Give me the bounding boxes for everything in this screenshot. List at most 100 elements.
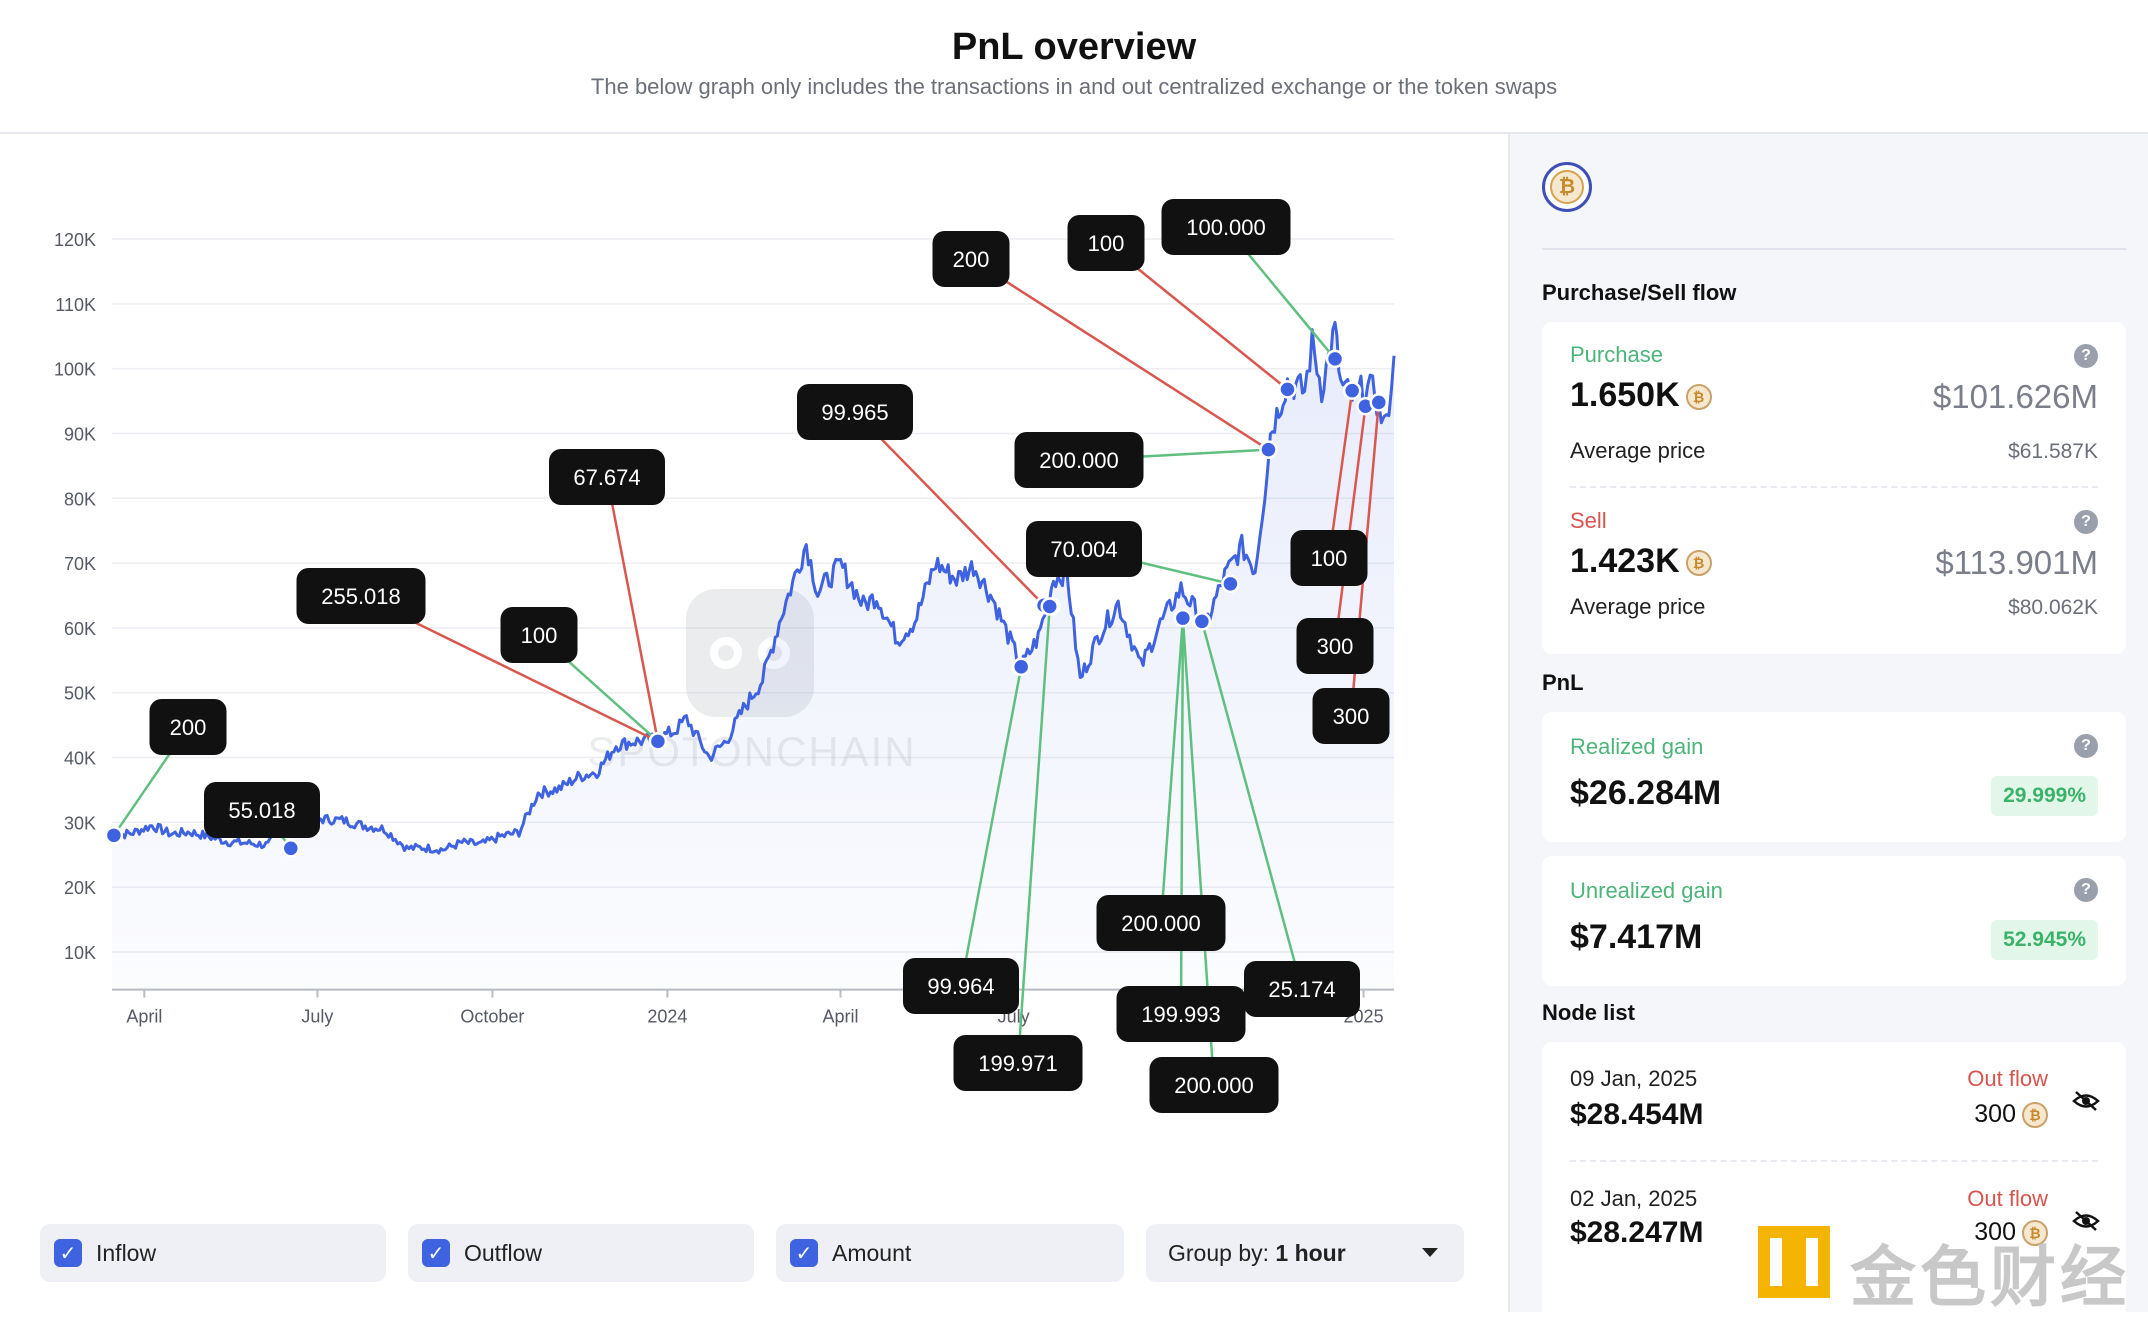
realized-gain-card: Realized gain ? $26.284M 29.999% (1542, 712, 2126, 842)
sell-avg-label: Average price (1570, 594, 1706, 619)
marker-label-text: 99.965 (821, 400, 888, 425)
marker-label: 67.674 (549, 449, 665, 505)
y-tick-label: 90K (64, 424, 96, 444)
y-tick-label: 80K (64, 489, 96, 509)
marker-label-text: 199.971 (978, 1051, 1058, 1076)
marker-label-bg (1026, 521, 1142, 577)
marker-label: 25.174 (1244, 961, 1360, 1017)
pnl-chart-area: 10K 20K 30K 40K 50K 60K 70K 80K 90K 100K 110K 120K … (0, 134, 1508, 1312)
bitcoin-icon: ₿ (1685, 550, 1712, 577)
watermark-logo-ring (710, 637, 742, 669)
page-header: PnL overview The below graph only includ… (0, 0, 2148, 134)
help-icon[interactable]: ? (2074, 878, 2098, 902)
marker-label-text: 70.004 (1050, 537, 1117, 562)
y-tick-label: 30K (64, 813, 96, 833)
marker-label: 100 (500, 607, 578, 663)
marker-label: 200.000 (1096, 895, 1226, 951)
marker-label-text: 199.993 (1141, 1002, 1221, 1027)
marker-label-bg (549, 449, 665, 505)
amount-toggle[interactable]: ✓ Amount (776, 1224, 1124, 1282)
marker-connector (854, 411, 1045, 607)
checkbox-checked-icon[interactable]: ✓ (54, 1239, 82, 1267)
transaction-marker (1221, 574, 1240, 594)
unrealized-pct-badge: 52.945% (1991, 920, 2098, 960)
y-tick-label: 10K (64, 943, 96, 963)
y-tick-label: 60K (64, 619, 96, 639)
purchase-sell-card: Purchase ? 1.650K ₿ $101.626M Average pri… (1542, 322, 2126, 654)
realized-label: Realized gain (1570, 734, 1704, 759)
outflow-toggle[interactable]: ✓ Outflow (408, 1224, 754, 1282)
inflow-toggle[interactable]: ✓ Inflow (40, 1224, 386, 1282)
eye-off-icon[interactable] (2072, 1210, 2100, 1232)
node-value: $28.247M (1570, 1216, 1704, 1249)
price-area (112, 322, 1394, 990)
unrealized-label: Unrealized gain (1570, 878, 1723, 903)
pnl-chart[interactable]: 10K20K30K40K50K60K70K80K90K100K110K120K … (0, 134, 1508, 1214)
marker-label-bg (903, 958, 1019, 1014)
y-tick-label: 40K (64, 749, 96, 769)
transaction-marker (648, 732, 668, 751)
transaction-marker (1192, 612, 1212, 631)
marker-label-bg (500, 607, 578, 663)
marker-label-bg (296, 568, 426, 624)
node-list: 09 Jan, 2025 Out flow $28.454M 300 ₿ 02 J… (1542, 1042, 2126, 1312)
unrealized-value: $7.417M (1570, 918, 1703, 956)
sell-amount: 1.423K ₿ (1570, 542, 1712, 581)
marker-label: 100.000 (1161, 199, 1291, 255)
help-icon[interactable]: ? (2074, 344, 2098, 368)
help-icon[interactable]: ? (2074, 734, 2098, 758)
marker-label-text: 25.174 (1268, 977, 1335, 1002)
transaction-marker (1259, 440, 1278, 459)
marker-label-bg (1067, 215, 1145, 271)
marker-label-text: 55.018 (228, 798, 295, 823)
node-date: 09 Jan, 2025 (1570, 1066, 1698, 1091)
bitcoin-icon: ₿ (2022, 1219, 2048, 1246)
eye-off-icon[interactable] (2072, 1090, 2100, 1112)
marker-label: 300 (1296, 618, 1374, 674)
sidebar: ₿ Purchase/Sell flow Purchase ? 1.650K ₿ … (1508, 134, 2148, 1312)
marker-label-text: 200 (170, 715, 207, 740)
marker-label-text: 100 (1311, 546, 1348, 571)
y-tick-label: 100K (54, 360, 96, 380)
node-amount: 300 ₿ (1974, 1218, 2048, 1247)
page-title: PnL overview (951, 26, 1197, 68)
marker-label-bg (1014, 432, 1144, 488)
marker-label-text: 200.000 (1039, 448, 1119, 473)
corner-watermark: 金色财经 (1754, 1222, 2134, 1316)
checkbox-checked-icon[interactable]: ✓ (790, 1239, 818, 1267)
checkbox-checked-icon[interactable]: ✓ (422, 1239, 450, 1267)
marker-connector (605, 476, 660, 742)
sidebar-divider (1542, 248, 2126, 250)
marker-label-text: 255.018 (321, 584, 401, 609)
help-icon[interactable]: ? (2074, 510, 2098, 534)
marker-label-bg (1290, 530, 1368, 586)
marker-connector (959, 666, 1023, 987)
marker-label-text: 100 (1088, 231, 1125, 256)
transaction-marker (1342, 381, 1362, 400)
pnl-section-title: PnL (1542, 670, 1584, 695)
marker-label-bg (1244, 961, 1360, 1017)
price-line (111, 320, 1396, 855)
node-flow-type: Out flow (1967, 1066, 2048, 1091)
x-tick-label: July (301, 1007, 333, 1027)
marker-label: 200.000 (1014, 432, 1144, 488)
marker-label-bg (1312, 688, 1390, 744)
marker-label-text: 100 (521, 623, 558, 648)
marker-label: 99.964 (903, 958, 1019, 1014)
purchase-label: Purchase (1570, 342, 1663, 367)
y-tick-label: 20K (64, 878, 96, 898)
marker-dots (104, 349, 1389, 858)
purchase-usd: $101.626M (1932, 378, 2098, 415)
group-by-label: Group by: (1168, 1239, 1269, 1266)
marker-label-text: 100.000 (1186, 215, 1266, 240)
marker-label-bg (797, 384, 913, 440)
marker-label-bg (204, 782, 320, 838)
marker-label-text: 300 (1317, 634, 1354, 659)
marker-label-text: 200.000 (1121, 911, 1201, 936)
marker-label: 70.004 (1026, 521, 1142, 577)
transaction-marker (1369, 393, 1389, 412)
bitcoin-icon: ₿ (1685, 384, 1712, 411)
marker-label: 255.018 (296, 568, 426, 624)
group-by-select[interactable]: Group by: 1 hour (1146, 1224, 1464, 1282)
transaction-marker (1325, 349, 1345, 369)
